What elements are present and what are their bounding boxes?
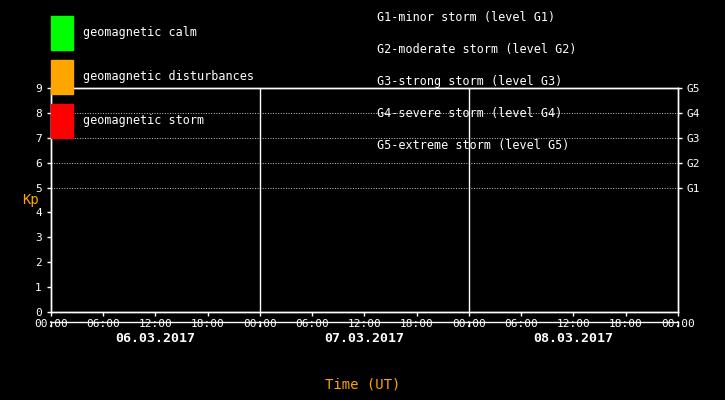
Text: G2-moderate storm (level G2): G2-moderate storm (level G2) bbox=[377, 44, 576, 56]
Text: 06.03.2017: 06.03.2017 bbox=[115, 332, 195, 344]
Text: Time (UT): Time (UT) bbox=[325, 377, 400, 391]
Text: G1-minor storm (level G1): G1-minor storm (level G1) bbox=[377, 12, 555, 24]
Text: G3-strong storm (level G3): G3-strong storm (level G3) bbox=[377, 76, 563, 88]
Text: geomagnetic calm: geomagnetic calm bbox=[83, 26, 197, 39]
Text: geomagnetic disturbances: geomagnetic disturbances bbox=[83, 70, 254, 83]
Y-axis label: Kp: Kp bbox=[22, 193, 39, 207]
Text: G5-extreme storm (level G5): G5-extreme storm (level G5) bbox=[377, 140, 569, 152]
Text: geomagnetic storm: geomagnetic storm bbox=[83, 114, 204, 127]
Text: 08.03.2017: 08.03.2017 bbox=[534, 332, 613, 344]
Text: 07.03.2017: 07.03.2017 bbox=[324, 332, 405, 344]
Text: G4-severe storm (level G4): G4-severe storm (level G4) bbox=[377, 108, 563, 120]
